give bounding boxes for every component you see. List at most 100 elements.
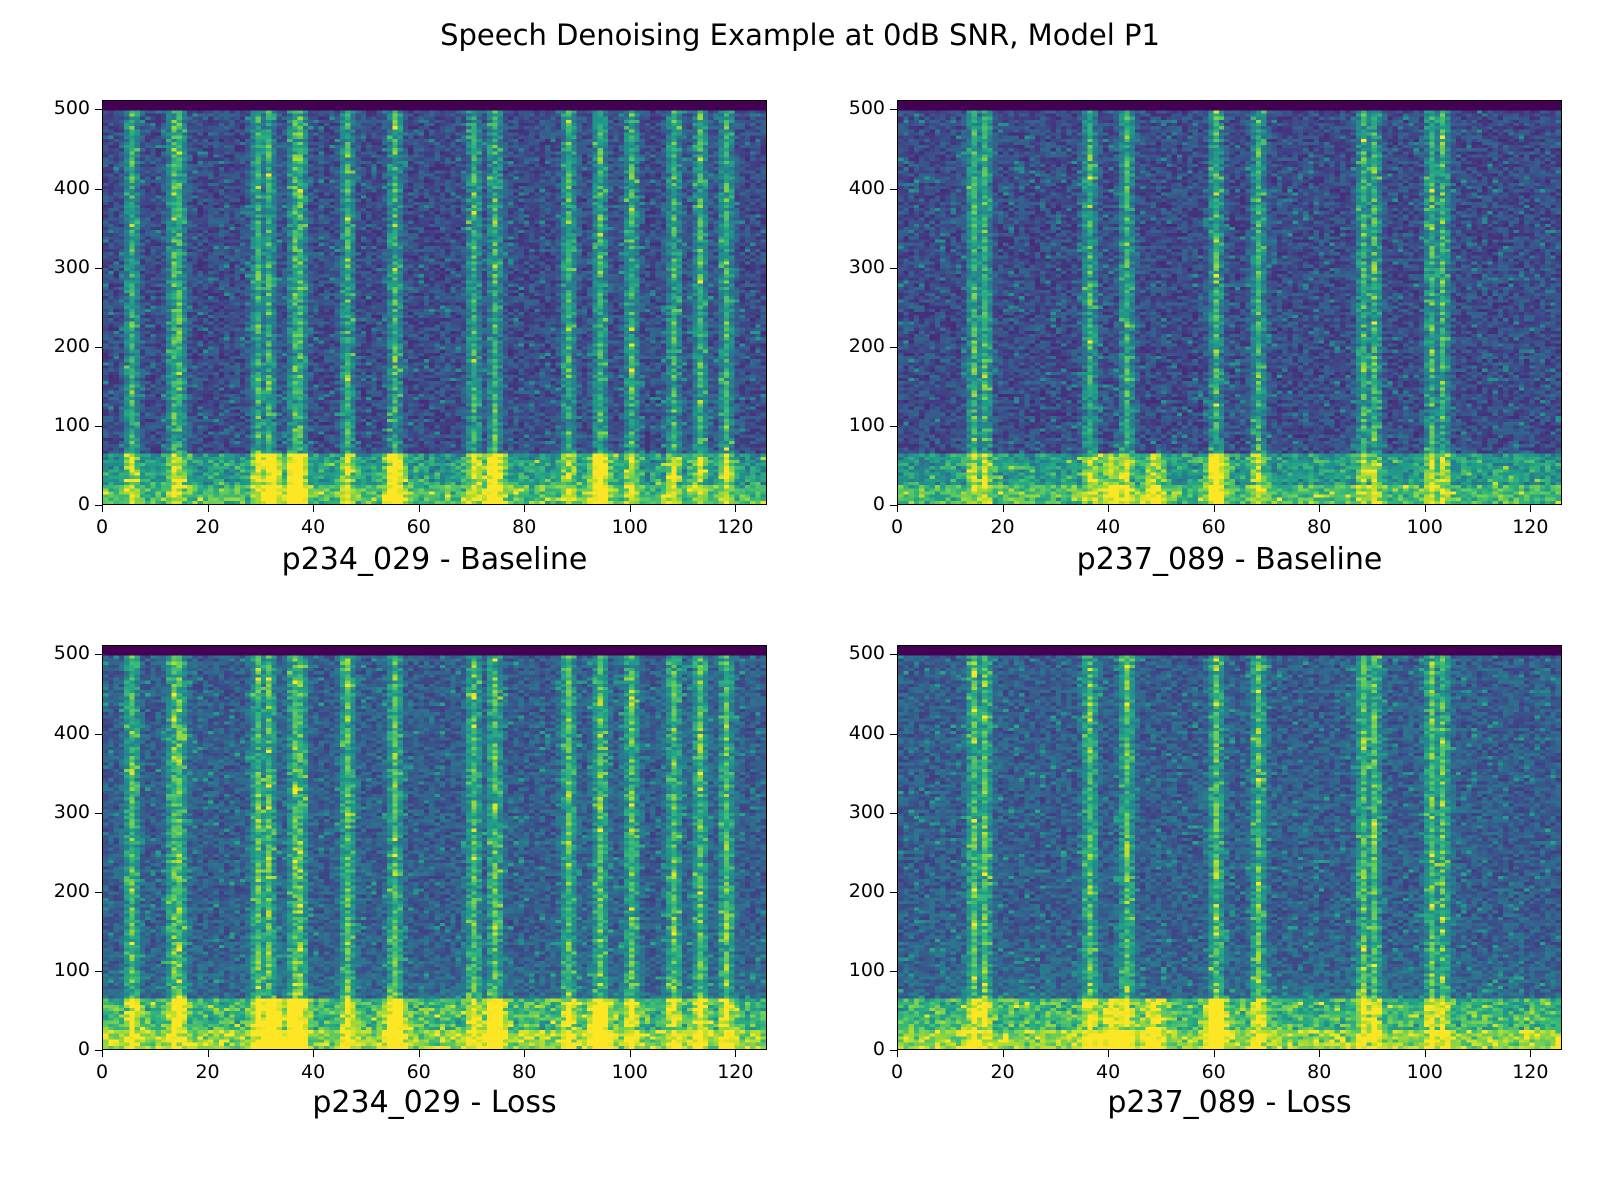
x-tick-label: 120 bbox=[717, 1061, 754, 1083]
x-tick-label: 60 bbox=[1201, 1061, 1226, 1083]
y-tick-label: 300 bbox=[848, 800, 885, 823]
x-tick-mark bbox=[1108, 505, 1110, 512]
x-tick-mark bbox=[735, 1050, 737, 1057]
spectrogram-heatmap bbox=[103, 646, 766, 1049]
y-tick-mark bbox=[890, 891, 897, 893]
y-tick-mark bbox=[95, 505, 102, 506]
y-tick-mark bbox=[890, 654, 897, 656]
y-tick-mark bbox=[95, 267, 102, 269]
x-tick-label: 20 bbox=[195, 516, 220, 538]
x-tick-mark bbox=[418, 505, 420, 512]
panel-xlabel: p234_029 - Baseline bbox=[281, 542, 588, 577]
x-tick-mark bbox=[102, 1050, 103, 1057]
y-tick-label: 0 bbox=[872, 1038, 885, 1060]
y-tick-label: 200 bbox=[53, 879, 90, 902]
y-tick-mark bbox=[890, 188, 897, 190]
spectrogram-plot-area bbox=[897, 645, 1562, 1050]
y-tick-label: 100 bbox=[848, 958, 885, 981]
x-tick-label: 120 bbox=[1512, 516, 1549, 538]
x-tick-label: 100 bbox=[611, 1061, 648, 1083]
x-tick-mark bbox=[1424, 1050, 1426, 1057]
panel-xlabel: p237_089 - Baseline bbox=[1076, 542, 1383, 577]
y-tick-label: 500 bbox=[848, 97, 885, 120]
y-tick-mark bbox=[95, 812, 102, 814]
y-tick-mark bbox=[95, 1050, 102, 1051]
x-tick-mark bbox=[735, 505, 737, 512]
x-tick-mark bbox=[313, 505, 315, 512]
x-tick-mark bbox=[524, 505, 526, 512]
y-tick-mark bbox=[95, 425, 102, 427]
x-tick-mark bbox=[1319, 1050, 1321, 1057]
y-tick-label: 300 bbox=[848, 255, 885, 278]
y-tick-label: 200 bbox=[53, 334, 90, 357]
x-tick-mark bbox=[897, 1050, 898, 1057]
x-tick-label: 20 bbox=[195, 1061, 220, 1083]
y-tick-label: 500 bbox=[53, 642, 90, 665]
spectrogram-heatmap bbox=[103, 101, 766, 504]
y-tick-label: 300 bbox=[53, 255, 90, 278]
x-tick-mark bbox=[418, 1050, 420, 1057]
y-tick-label: 400 bbox=[848, 721, 885, 744]
x-tick-mark bbox=[1213, 505, 1215, 512]
y-tick-mark bbox=[95, 188, 102, 190]
x-tick-label: 60 bbox=[406, 1061, 431, 1083]
x-tick-label: 60 bbox=[1201, 516, 1226, 538]
x-tick-mark bbox=[1530, 1050, 1532, 1057]
y-tick-label: 0 bbox=[872, 493, 885, 515]
x-tick-label: 40 bbox=[301, 516, 326, 538]
spectrogram-heatmap bbox=[898, 646, 1561, 1049]
x-tick-mark bbox=[1108, 1050, 1110, 1057]
x-tick-mark bbox=[524, 1050, 526, 1057]
figure-title: Speech Denoising Example at 0dB SNR, Mod… bbox=[440, 18, 1160, 52]
y-tick-label: 100 bbox=[53, 958, 90, 981]
x-tick-label: 60 bbox=[406, 516, 431, 538]
y-tick-label: 300 bbox=[53, 800, 90, 823]
y-tick-label: 200 bbox=[848, 334, 885, 357]
y-tick-mark bbox=[890, 505, 897, 506]
y-tick-mark bbox=[890, 346, 897, 348]
y-tick-mark bbox=[890, 733, 897, 735]
x-tick-label: 100 bbox=[611, 516, 648, 538]
spectrogram-heatmap bbox=[898, 101, 1561, 504]
y-tick-mark bbox=[95, 733, 102, 735]
x-tick-mark bbox=[207, 1050, 209, 1057]
x-tick-mark bbox=[629, 505, 631, 512]
x-tick-mark bbox=[102, 505, 103, 512]
y-tick-mark bbox=[890, 109, 897, 111]
y-tick-mark bbox=[890, 970, 897, 972]
x-tick-mark bbox=[897, 505, 898, 512]
y-tick-label: 100 bbox=[53, 413, 90, 436]
x-tick-label: 0 bbox=[95, 1061, 109, 1083]
x-tick-mark bbox=[313, 1050, 315, 1057]
x-tick-label: 100 bbox=[1406, 516, 1443, 538]
x-tick-label: 0 bbox=[95, 516, 109, 538]
y-tick-label: 500 bbox=[848, 642, 885, 665]
y-tick-mark bbox=[890, 812, 897, 814]
x-tick-label: 100 bbox=[1406, 1061, 1443, 1083]
x-tick-mark bbox=[629, 1050, 631, 1057]
y-tick-mark bbox=[95, 346, 102, 348]
y-tick-label: 0 bbox=[77, 1038, 90, 1060]
panel-xlabel: p237_089 - Loss bbox=[1107, 1085, 1352, 1120]
panel-xlabel: p234_029 - Loss bbox=[312, 1085, 557, 1120]
y-tick-mark bbox=[890, 267, 897, 269]
x-tick-mark bbox=[1213, 1050, 1215, 1057]
x-tick-mark bbox=[1002, 505, 1004, 512]
x-tick-label: 20 bbox=[990, 1061, 1015, 1083]
x-tick-label: 0 bbox=[890, 1061, 904, 1083]
y-tick-mark bbox=[95, 891, 102, 893]
spectrogram-plot-area bbox=[102, 645, 767, 1050]
x-tick-label: 80 bbox=[1307, 516, 1332, 538]
y-tick-mark bbox=[890, 1050, 897, 1051]
y-tick-mark bbox=[95, 970, 102, 972]
x-tick-mark bbox=[1002, 1050, 1004, 1057]
y-tick-mark bbox=[95, 654, 102, 656]
spectrogram-plot-area bbox=[897, 100, 1562, 505]
x-tick-label: 40 bbox=[1096, 1061, 1121, 1083]
x-tick-mark bbox=[1424, 505, 1426, 512]
y-tick-label: 400 bbox=[53, 721, 90, 744]
y-tick-label: 0 bbox=[77, 493, 90, 515]
x-tick-label: 80 bbox=[1307, 1061, 1332, 1083]
y-tick-label: 400 bbox=[848, 176, 885, 199]
x-tick-label: 20 bbox=[990, 516, 1015, 538]
